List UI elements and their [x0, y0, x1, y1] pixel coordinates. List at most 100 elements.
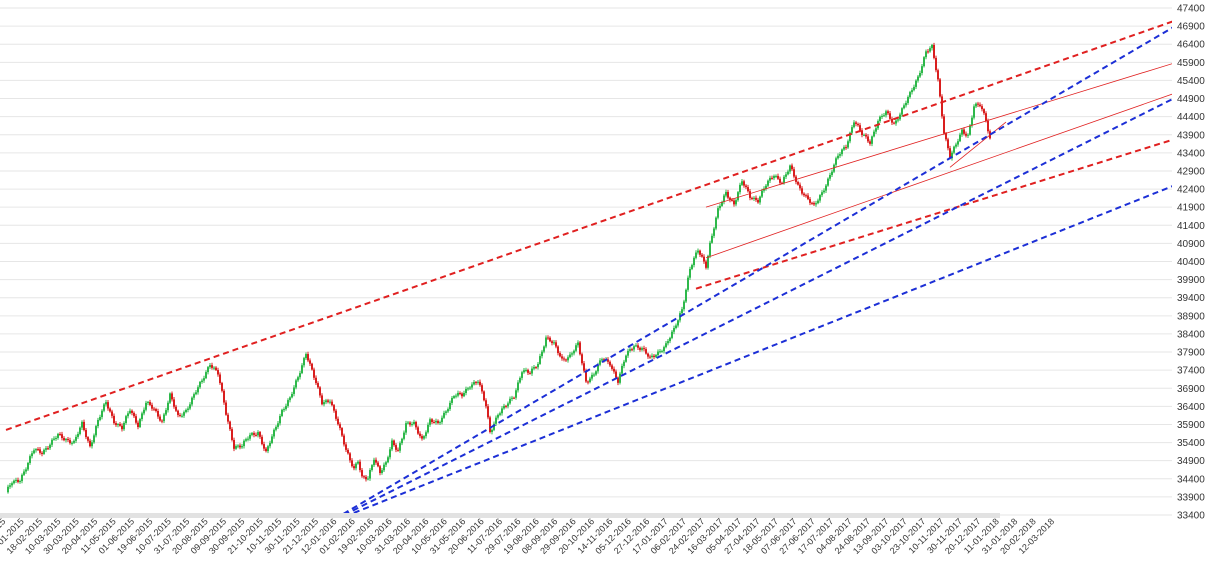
candle-body	[47, 448, 49, 450]
candle-body	[849, 132, 851, 142]
candle-body	[911, 90, 913, 93]
candle-body	[21, 474, 23, 482]
candle-body	[23, 471, 25, 475]
candle-body	[241, 446, 243, 448]
candle-body	[365, 476, 367, 480]
trendline	[5, 20, 1172, 431]
candle-body	[315, 377, 317, 384]
candle-body	[949, 148, 951, 159]
candle-body	[249, 434, 251, 439]
candle-body	[937, 70, 939, 80]
candle-body	[481, 385, 483, 392]
candle-body	[49, 444, 51, 449]
candle-body	[299, 373, 301, 378]
candle-body	[603, 359, 605, 361]
candle-body	[587, 381, 589, 383]
candle-body	[777, 175, 779, 179]
candle-body	[809, 199, 811, 203]
candle-body	[39, 449, 41, 453]
candle-body	[969, 125, 971, 135]
candle-body	[851, 127, 853, 133]
candle-body	[281, 409, 283, 416]
candle-body	[843, 147, 845, 150]
candle-body	[13, 480, 15, 484]
candle-body	[83, 421, 85, 431]
candle-body	[51, 439, 53, 445]
candle-body	[227, 414, 229, 422]
candle-body	[295, 380, 297, 388]
candle-body	[725, 191, 727, 196]
candle-body	[813, 203, 815, 205]
candle-body	[65, 439, 67, 441]
candle-body	[337, 418, 339, 425]
candle-body	[941, 96, 943, 117]
candle-body	[529, 372, 531, 374]
candle-body	[723, 195, 725, 203]
candle-body	[757, 199, 759, 203]
candle-body	[161, 420, 163, 422]
candle-body	[705, 261, 707, 268]
candle-body	[633, 346, 635, 350]
candle-body	[355, 463, 357, 469]
candle-body	[853, 122, 855, 128]
candle-body	[697, 250, 699, 253]
candle-body	[177, 410, 179, 415]
candle-body	[761, 190, 763, 197]
candle-body	[335, 410, 337, 419]
candle-body	[285, 405, 287, 410]
candle-body	[207, 367, 209, 373]
candle-body	[555, 342, 557, 347]
candle-body	[59, 433, 61, 435]
y-tick-label: 46400	[1177, 40, 1205, 51]
y-tick-label: 35900	[1177, 420, 1205, 431]
candle-body	[187, 408, 189, 410]
candle-body	[381, 470, 383, 473]
candle-body	[581, 354, 583, 364]
candle-body	[591, 374, 593, 379]
candle-body	[9, 485, 11, 487]
candle-body	[7, 486, 9, 493]
candle-body	[447, 409, 449, 412]
candle-body	[363, 476, 365, 478]
candle-body	[169, 393, 171, 403]
candle-body	[701, 254, 703, 257]
candle-body	[211, 365, 213, 368]
trendline	[705, 63, 1172, 208]
candle-body	[613, 368, 615, 372]
candle-body	[593, 374, 595, 376]
candle-body	[497, 414, 499, 418]
candle-body	[361, 470, 363, 477]
candle-body	[513, 397, 515, 399]
candle-body	[829, 174, 831, 179]
candle-body	[199, 381, 201, 388]
candle-body	[147, 401, 149, 403]
gridlines	[0, 7, 1172, 516]
candle-body	[527, 369, 529, 373]
candle-body	[33, 450, 35, 454]
candle-body	[755, 197, 757, 200]
candle-body	[975, 103, 977, 107]
candle-body	[303, 358, 305, 366]
candle-body	[251, 433, 253, 435]
candle-body	[139, 419, 141, 427]
candle-body	[921, 66, 923, 73]
candle-body	[835, 158, 837, 165]
candle-body	[615, 371, 617, 378]
candle-body	[109, 408, 111, 412]
candle-body	[87, 437, 89, 441]
candle-body	[693, 257, 695, 266]
candle-body	[957, 141, 959, 145]
candle-body	[805, 195, 807, 197]
candle-body	[261, 436, 263, 445]
candle-body	[167, 402, 169, 411]
candle-body	[807, 195, 809, 200]
candle-body	[601, 359, 603, 361]
candle-body	[297, 377, 299, 381]
candle-body	[259, 432, 261, 437]
candle-body	[475, 382, 477, 384]
candle-body	[501, 408, 503, 414]
candle-body	[765, 185, 767, 189]
candle-body	[149, 401, 151, 405]
candle-body	[319, 387, 321, 396]
candle-body	[661, 351, 663, 353]
